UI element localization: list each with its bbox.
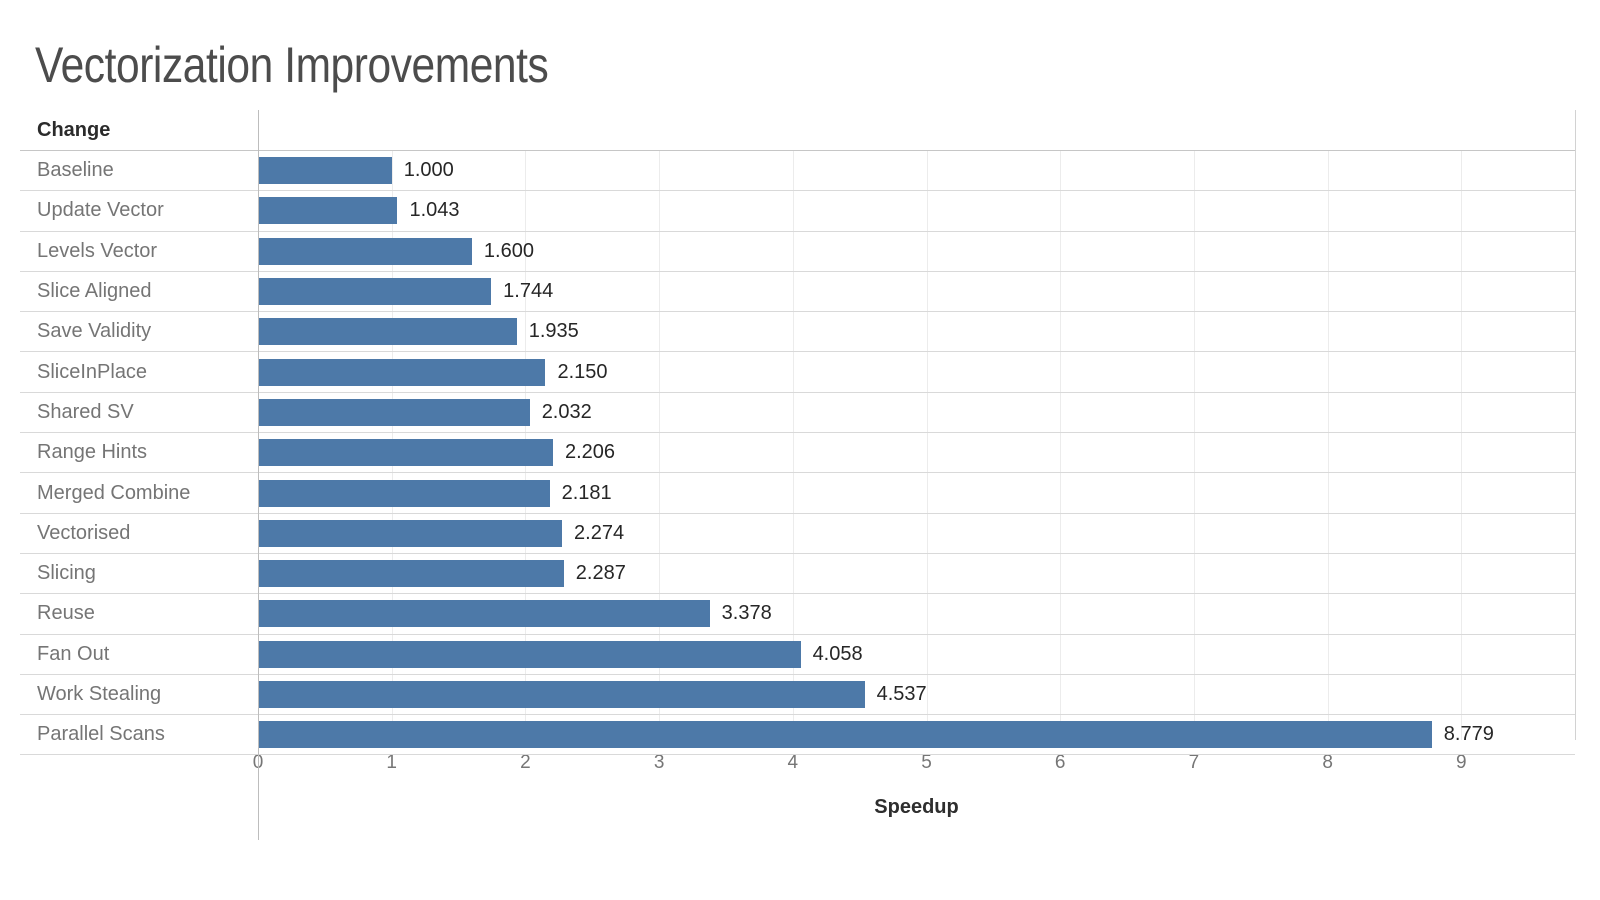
bar-cell: 4.058 [258,635,1575,674]
row-label: Range Hints [37,441,148,464]
header-pane [258,110,1575,150]
pane-right-border [1575,110,1576,740]
bar[interactable] [258,640,801,668]
table-row: Work Stealing 4.537 [20,675,1575,716]
bar-cell: 2.150 [258,352,1575,391]
row-label: Slicing [37,562,96,585]
bar[interactable] [258,237,472,265]
table-row: Reuse 3.378 [20,594,1575,635]
bar-value-label: 2.274 [574,521,625,544]
bar[interactable] [258,560,564,588]
table-row: Vectorised 2.274 [20,514,1575,554]
bar-cell: 2.206 [258,433,1575,472]
x-tick-label: 3 [653,751,665,773]
table-row: Shared SV 2.032 [20,393,1575,434]
table-row: Slicing 2.287 [20,554,1575,595]
table-row: Update Vector 1.043 [20,191,1575,232]
bar-cell: 1.600 [258,232,1575,271]
row-label: Merged Combine [37,481,191,504]
row-label: Baseline [37,159,114,182]
row-label: Update Vector [37,199,164,222]
table-row: Baseline 1.000 [20,151,1575,192]
bar-value-label: 2.206 [564,441,616,464]
table-row: Range Hints 2.206 [20,433,1575,474]
bar[interactable] [258,318,517,346]
bar[interactable] [258,197,398,225]
chart-title: Vectorization Improvements [35,37,549,93]
table-row: Levels Vector 1.600 [20,232,1575,272]
bar-cell: 1.000 [258,151,1575,190]
bar-value-label: 1.600 [483,239,534,262]
table-row: SliceInPlace 2.150 [20,352,1575,393]
table-row: Slice Aligned 1.744 [20,272,1575,313]
bar-value-label: 2.181 [561,481,612,504]
bar-cell: 2.181 [258,473,1575,512]
row-label: Shared SV [37,400,134,423]
x-tick-label: 1 [386,751,397,773]
chart-table: Change Baseline 1.000 Update Vector 1.043 Le… [20,110,1576,840]
row-label: Fan Out [37,642,110,665]
bar[interactable] [258,278,492,306]
bar-cell: 4.537 [258,675,1575,714]
row-label: Save Validity [37,320,152,343]
bar[interactable] [258,439,553,467]
row-label: Vectorised [37,521,131,544]
row-label: Work Stealing [37,683,162,705]
x-tick-label: 5 [921,751,932,773]
bar-value-label: 1.000 [403,159,454,182]
bar-value-label: 4.058 [812,642,863,665]
bar[interactable] [258,358,546,386]
bar-value-label: 2.150 [557,360,608,383]
bar-value-label: 2.032 [541,400,592,423]
x-axis-title: Speedup [874,796,959,818]
x-tick-label: 7 [1188,751,1200,773]
bar-cell: 1.935 [258,312,1575,351]
x-tick-label: 9 [1456,751,1467,773]
x-tick-label: 8 [1322,751,1333,773]
x-tick-label: 6 [1054,751,1066,773]
bar[interactable] [258,600,710,628]
bar-cell: 8.779 [258,715,1575,754]
bar-value-label: 1.744 [503,280,554,303]
bar-value-label: 1.043 [409,199,460,222]
bar-value-label: 3.378 [721,602,772,625]
bar-cell: 1.744 [258,272,1575,311]
bar-cell: 1.043 [258,191,1575,230]
bar-cell: 2.274 [258,514,1575,553]
bar[interactable] [258,519,563,547]
table-row: Merged Combine 2.181 [20,473,1575,514]
bar-value-label: 1.935 [528,320,579,343]
row-label: Levels Vector [37,239,158,262]
bar[interactable] [258,681,865,708]
bar[interactable] [258,721,1432,749]
row-field-label: Change [37,118,111,141]
bar[interactable] [258,398,530,426]
bar-rows: Baseline 1.000 Update Vector 1.043 Levels Ve… [20,151,1575,756]
x-tick-label: 2 [520,751,531,773]
bar-value-label: 4.537 [876,683,927,705]
bar[interactable] [258,157,392,185]
row-label: Reuse [37,602,95,625]
x-tick-label: 4 [787,751,799,773]
bar-cell: 2.287 [258,554,1575,593]
bar-value-label: 2.287 [575,562,626,585]
row-label: Parallel Scans [37,723,165,746]
bar[interactable] [258,479,550,507]
bar-value-label: 8.779 [1443,723,1494,746]
bar-cell: 3.378 [258,594,1575,633]
table-row: Fan Out 4.058 [20,635,1575,675]
table-row: Save Validity 1.935 [20,312,1575,353]
y-axis-line [258,110,259,840]
row-label: SliceInPlace [37,360,148,383]
header-row: Change [20,110,1575,151]
x-axis-title-row: Speedup [258,796,1575,819]
table-row: Parallel Scans 8.779 [20,715,1575,756]
row-label: Slice Aligned [37,280,152,303]
bar-cell: 2.032 [258,393,1575,432]
